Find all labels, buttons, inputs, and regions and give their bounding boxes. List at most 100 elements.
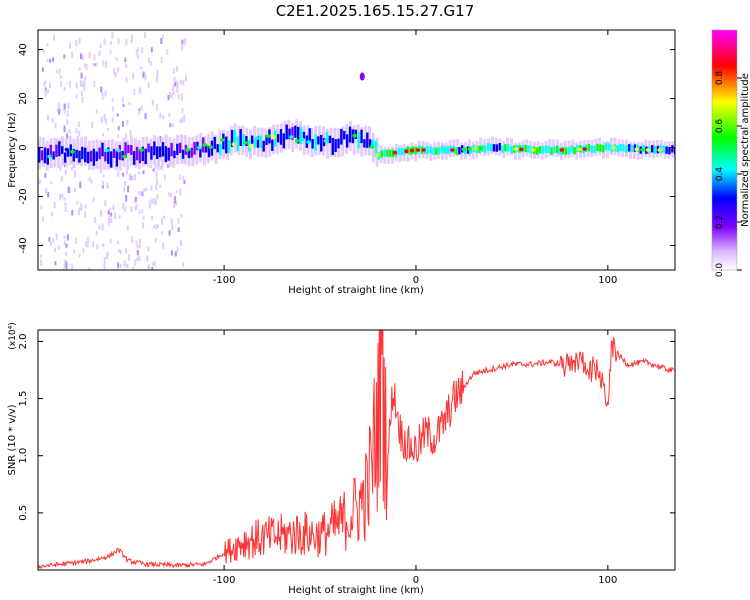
- heatmap-speckle: [184, 38, 187, 45]
- heatmap-speckle: [136, 244, 139, 249]
- heatmap-speckle: [161, 231, 164, 235]
- heatmap-ridge-cell: [239, 128, 242, 146]
- heatmap-speckle: [83, 63, 86, 68]
- heatmap-speckle: [59, 165, 62, 171]
- heatmap-speckle: [63, 264, 66, 268]
- heatmap-ridge-cell: [363, 139, 366, 148]
- heatmap-speckle: [75, 94, 78, 99]
- heatmap-ridge-cell: [227, 140, 231, 154]
- heatmap-speckle: [44, 173, 47, 178]
- heatmap-speckle: [80, 207, 83, 211]
- heatmap-speckle: [174, 196, 177, 204]
- heatmap-speckle: [63, 86, 66, 91]
- snr-x-label: Height of straight line (km): [288, 585, 424, 596]
- heatmap-ridge-cell: [86, 151, 90, 164]
- heatmap-speckle: [173, 201, 176, 208]
- heatmap-speckle: [168, 230, 171, 236]
- heatmap-band-outer: [548, 139, 552, 157]
- heatmap-speckle: [156, 73, 159, 79]
- heatmap-speckle: [102, 133, 105, 137]
- heatmap-ridge-cell: [371, 139, 375, 148]
- heatmap-ridge-cell: [570, 145, 573, 153]
- heatmap-peak: [196, 145, 202, 150]
- heatmap-speckle: [118, 214, 121, 219]
- heatmap-speckle: [82, 248, 85, 253]
- heatmap-ridge-cell: [599, 144, 602, 152]
- heatmap-ridge-cell: [400, 147, 404, 156]
- heatmap-speckle: [167, 95, 170, 101]
- heatmap-speckle: [154, 238, 157, 244]
- heatmap-speckle: [94, 63, 97, 67]
- heatmap-ridge-cell: [544, 145, 547, 153]
- heatmap-speckle: [122, 202, 125, 210]
- x-tick-label: 100: [598, 275, 617, 286]
- heatmap-speckle: [101, 93, 104, 100]
- heatmap-peak: [219, 138, 225, 142]
- heatmap-speckle: [112, 204, 115, 211]
- x-tick-label: -100: [213, 275, 236, 286]
- heatmap-speckle: [125, 133, 128, 140]
- heatmap-band-outer: [341, 126, 345, 157]
- heatmap-speckle: [172, 85, 175, 92]
- heatmap-peak: [473, 146, 478, 151]
- heatmap-speckle: [92, 240, 95, 248]
- heatmap-speckle: [168, 112, 171, 118]
- heatmap-speckle: [130, 39, 133, 43]
- heatmap-speckle: [172, 68, 175, 74]
- heatmap-speckle: [156, 104, 159, 111]
- heatmap-speckle: [116, 240, 119, 244]
- heatmap-ridge-cell: [190, 147, 193, 158]
- heatmap-ridge-cell: [135, 146, 139, 161]
- heatmap-peak: [294, 139, 300, 143]
- heatmap-speckle: [77, 121, 80, 127]
- heatmap-ridge-cell: [541, 146, 545, 154]
- heatmap-speckle: [167, 164, 170, 168]
- heatmap-ridge-cell: [297, 126, 300, 144]
- heatmap-speckle: [40, 205, 43, 210]
- heatmap-speckle: [125, 194, 128, 202]
- heatmap-speckle: [67, 102, 70, 109]
- heatmap-speckle: [110, 212, 113, 217]
- heatmap-speckle: [136, 54, 139, 59]
- heatmap-ridge-cell: [328, 135, 332, 144]
- heatmap-speckle: [138, 255, 141, 261]
- heatmap-band-outer: [387, 146, 391, 164]
- heatmap-speckle: [172, 91, 175, 95]
- heatmap-ridge-cell: [242, 134, 245, 146]
- heatmap-speckle: [96, 244, 99, 249]
- y-tick-label: 1.5: [18, 391, 29, 407]
- heatmap-speckle: [78, 130, 81, 137]
- heatmap-speckle: [68, 43, 71, 49]
- colorbar-ticks: 0.0 0.2 0.4 0.6 0.8: [715, 71, 742, 277]
- heatmap-speckle: [132, 266, 135, 270]
- heatmap-speckle: [99, 43, 102, 49]
- heatmap-ridge-cell: [130, 145, 133, 155]
- heatmap-band-outer: [99, 140, 103, 170]
- heatmap-ridge-cell: [245, 136, 248, 146]
- heatmap-speckle: [152, 225, 155, 229]
- heatmap-ridge-cell: [446, 146, 450, 154]
- heatmap-band-outer: [456, 139, 460, 157]
- heatmap-ridge-cell: [492, 144, 496, 152]
- heatmap-speckle: [142, 215, 145, 220]
- heatmap-ridge-cell: [386, 149, 389, 157]
- heatmap-band-outer: [53, 137, 57, 168]
- heatmap-speckle: [70, 166, 73, 171]
- heatmap-speckle: [135, 203, 138, 210]
- heatmap-speckle: [154, 164, 157, 170]
- heatmap-ridge-cell: [438, 147, 441, 155]
- heatmap-ridge-cell: [107, 147, 110, 164]
- heatmap-speckle: [57, 245, 60, 250]
- heatmap-speckle: [84, 211, 87, 218]
- heatmap-speckle: [56, 108, 59, 112]
- heatmap-ridge-cell: [317, 136, 320, 145]
- heatmap-speckle: [52, 238, 55, 243]
- heatmap-ridge-cell: [193, 142, 196, 155]
- heatmap-speckle: [128, 173, 131, 181]
- heatmap-ridge-cell: [109, 151, 113, 168]
- heatmap-ridge-cell: [38, 147, 41, 163]
- heatmap-speckle: [125, 76, 128, 83]
- heatmap-speckle: [135, 49, 138, 55]
- spectrogram-heatmap: [38, 32, 675, 270]
- heatmap-peak: [139, 148, 144, 152]
